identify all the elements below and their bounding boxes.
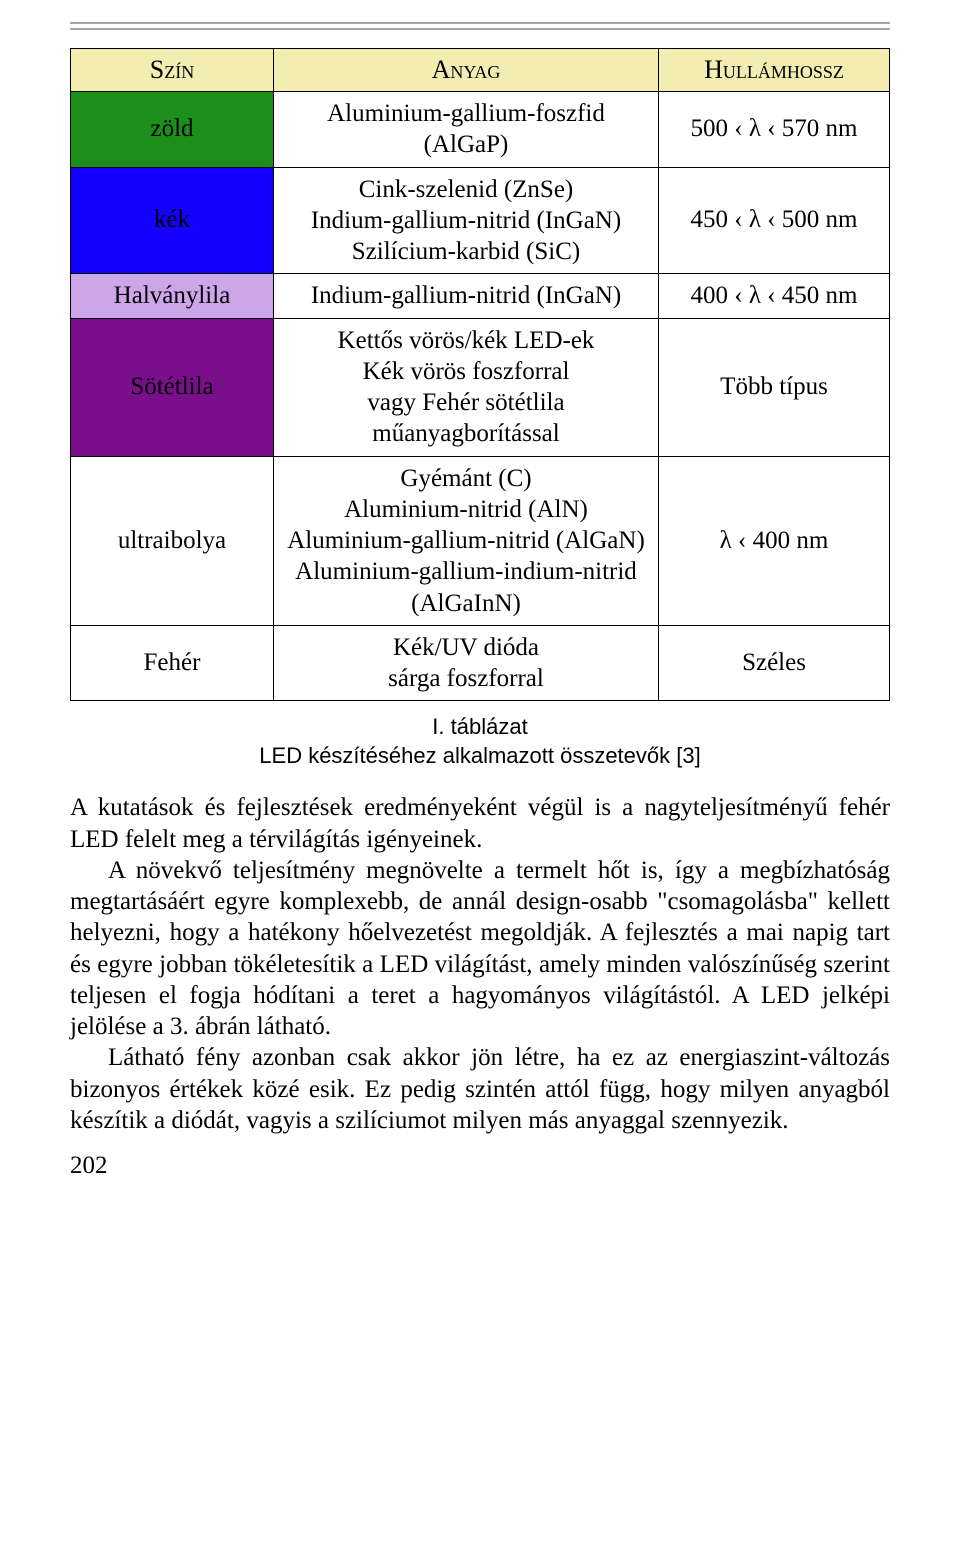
material-cell: Aluminium-gallium-foszfid (AlGaP) — [274, 92, 659, 168]
header-color: Szín — [71, 49, 274, 92]
table-row: zöldAluminium-gallium-foszfid (AlGaP)500… — [71, 92, 890, 168]
material-cell: Kék/UV diódasárga foszforral — [274, 625, 659, 701]
table-row: FehérKék/UV diódasárga foszforralSzéles — [71, 625, 890, 701]
table-header-row: Szín Anyag Hullámhossz — [71, 49, 890, 92]
material-cell: Cink-szelenid (ZnSe)Indium-gallium-nitri… — [274, 167, 659, 274]
wavelength-cell: Széles — [659, 625, 890, 701]
paragraph-2: A növekvő teljesítmény megnövelte a term… — [70, 855, 890, 1043]
table-body: zöldAluminium-gallium-foszfid (AlGaP)500… — [71, 92, 890, 701]
header-material: Anyag — [274, 49, 659, 92]
wavelength-cell: λ ‹ 400 nm — [659, 456, 890, 625]
color-cell: Halványlila — [71, 274, 274, 318]
table-row: HalványlilaIndium-gallium-nitrid (InGaN)… — [71, 274, 890, 318]
top-rule — [70, 22, 890, 30]
material-cell: Kettős vörös/kék LED-ekKék vörös foszfor… — [274, 318, 659, 456]
wavelength-cell: 400 ‹ λ ‹ 450 nm — [659, 274, 890, 318]
wavelength-cell: 500 ‹ λ ‹ 570 nm — [659, 92, 890, 168]
caption-line2: LED készítéséhez alkalmazott összetevők … — [259, 743, 700, 768]
material-cell: Indium-gallium-nitrid (InGaN) — [274, 274, 659, 318]
color-cell: kék — [71, 167, 274, 274]
color-cell: Fehér — [71, 625, 274, 701]
color-cell: zöld — [71, 92, 274, 168]
header-wavelength: Hullámhossz — [659, 49, 890, 92]
body-text: A kutatások és fejlesztések eredményekén… — [70, 792, 890, 1136]
page-number: 202 — [70, 1152, 890, 1180]
wavelength-cell: Több típus — [659, 318, 890, 456]
table-caption: I. táblázat LED készítéséhez alkalmazott… — [70, 713, 890, 770]
page: Szín Anyag Hullámhossz zöldAluminium-gal… — [0, 0, 960, 1220]
material-cell: Gyémánt (C)Aluminium-nitrid (AlN)Alumini… — [274, 456, 659, 625]
color-cell: Sötétlila — [71, 318, 274, 456]
paragraph-3: Látható fény azonban csak akkor jön létr… — [70, 1042, 890, 1136]
color-cell: ultraibolya — [71, 456, 274, 625]
table-row: SötétlilaKettős vörös/kék LED-ekKék vörö… — [71, 318, 890, 456]
led-table: Szín Anyag Hullámhossz zöldAluminium-gal… — [70, 48, 890, 701]
table-row: ultraibolyaGyémánt (C)Aluminium-nitrid (… — [71, 456, 890, 625]
table-row: kékCink-szelenid (ZnSe)Indium-gallium-ni… — [71, 167, 890, 274]
caption-line1: I. táblázat — [432, 714, 527, 739]
wavelength-cell: 450 ‹ λ ‹ 500 nm — [659, 167, 890, 274]
paragraph-1: A kutatások és fejlesztések eredményekén… — [70, 792, 890, 855]
